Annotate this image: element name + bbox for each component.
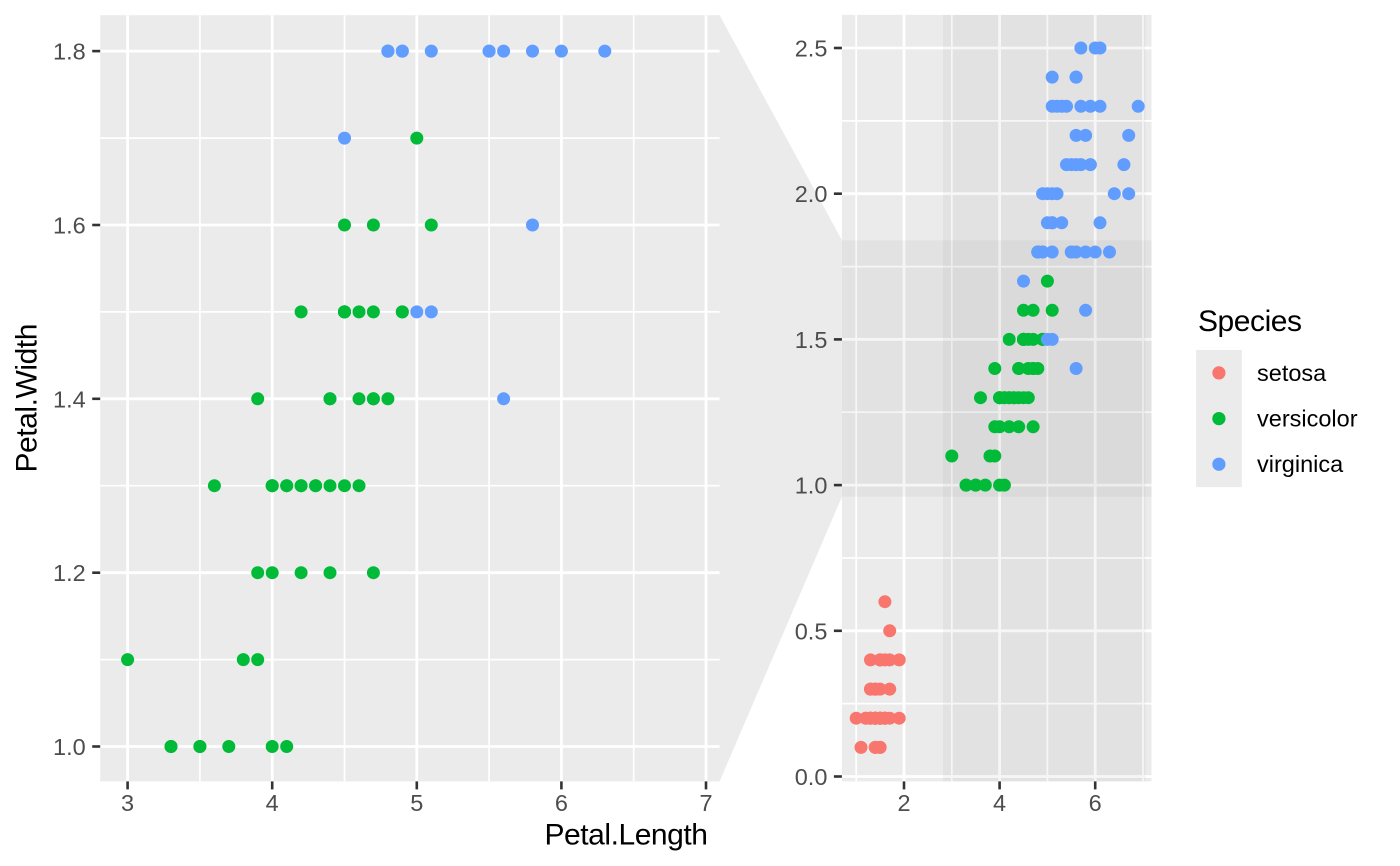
svg-text:5: 5 (410, 790, 423, 816)
svg-text:1.0: 1.0 (53, 734, 86, 760)
svg-text:1.8: 1.8 (53, 39, 86, 65)
svg-text:4: 4 (266, 790, 279, 816)
svg-text:0.5: 0.5 (795, 618, 828, 644)
svg-text:1.5: 1.5 (795, 327, 828, 353)
svg-text:1.2: 1.2 (53, 560, 86, 586)
svg-text:2.5: 2.5 (795, 36, 828, 62)
svg-text:3: 3 (121, 790, 134, 816)
svg-text:1.6: 1.6 (53, 213, 86, 239)
svg-text:1.0: 1.0 (795, 473, 828, 499)
svg-text:4: 4 (993, 790, 1006, 816)
svg-text:0.0: 0.0 (795, 764, 828, 790)
svg-text:Petal.Width: Petal.Width (11, 324, 44, 472)
svg-text:2: 2 (897, 790, 910, 816)
svg-text:virginica: virginica (1257, 451, 1344, 477)
svg-text:6: 6 (555, 790, 568, 816)
svg-text:setosa: setosa (1257, 360, 1327, 386)
svg-text:6: 6 (1089, 790, 1102, 816)
svg-text:7: 7 (699, 790, 712, 816)
svg-text:Species: Species (1198, 305, 1302, 338)
svg-text:1.4: 1.4 (53, 386, 86, 412)
svg-text:Petal.Length: Petal.Length (544, 819, 707, 852)
svg-text:versicolor: versicolor (1257, 405, 1358, 431)
svg-text:2.0: 2.0 (795, 181, 828, 207)
